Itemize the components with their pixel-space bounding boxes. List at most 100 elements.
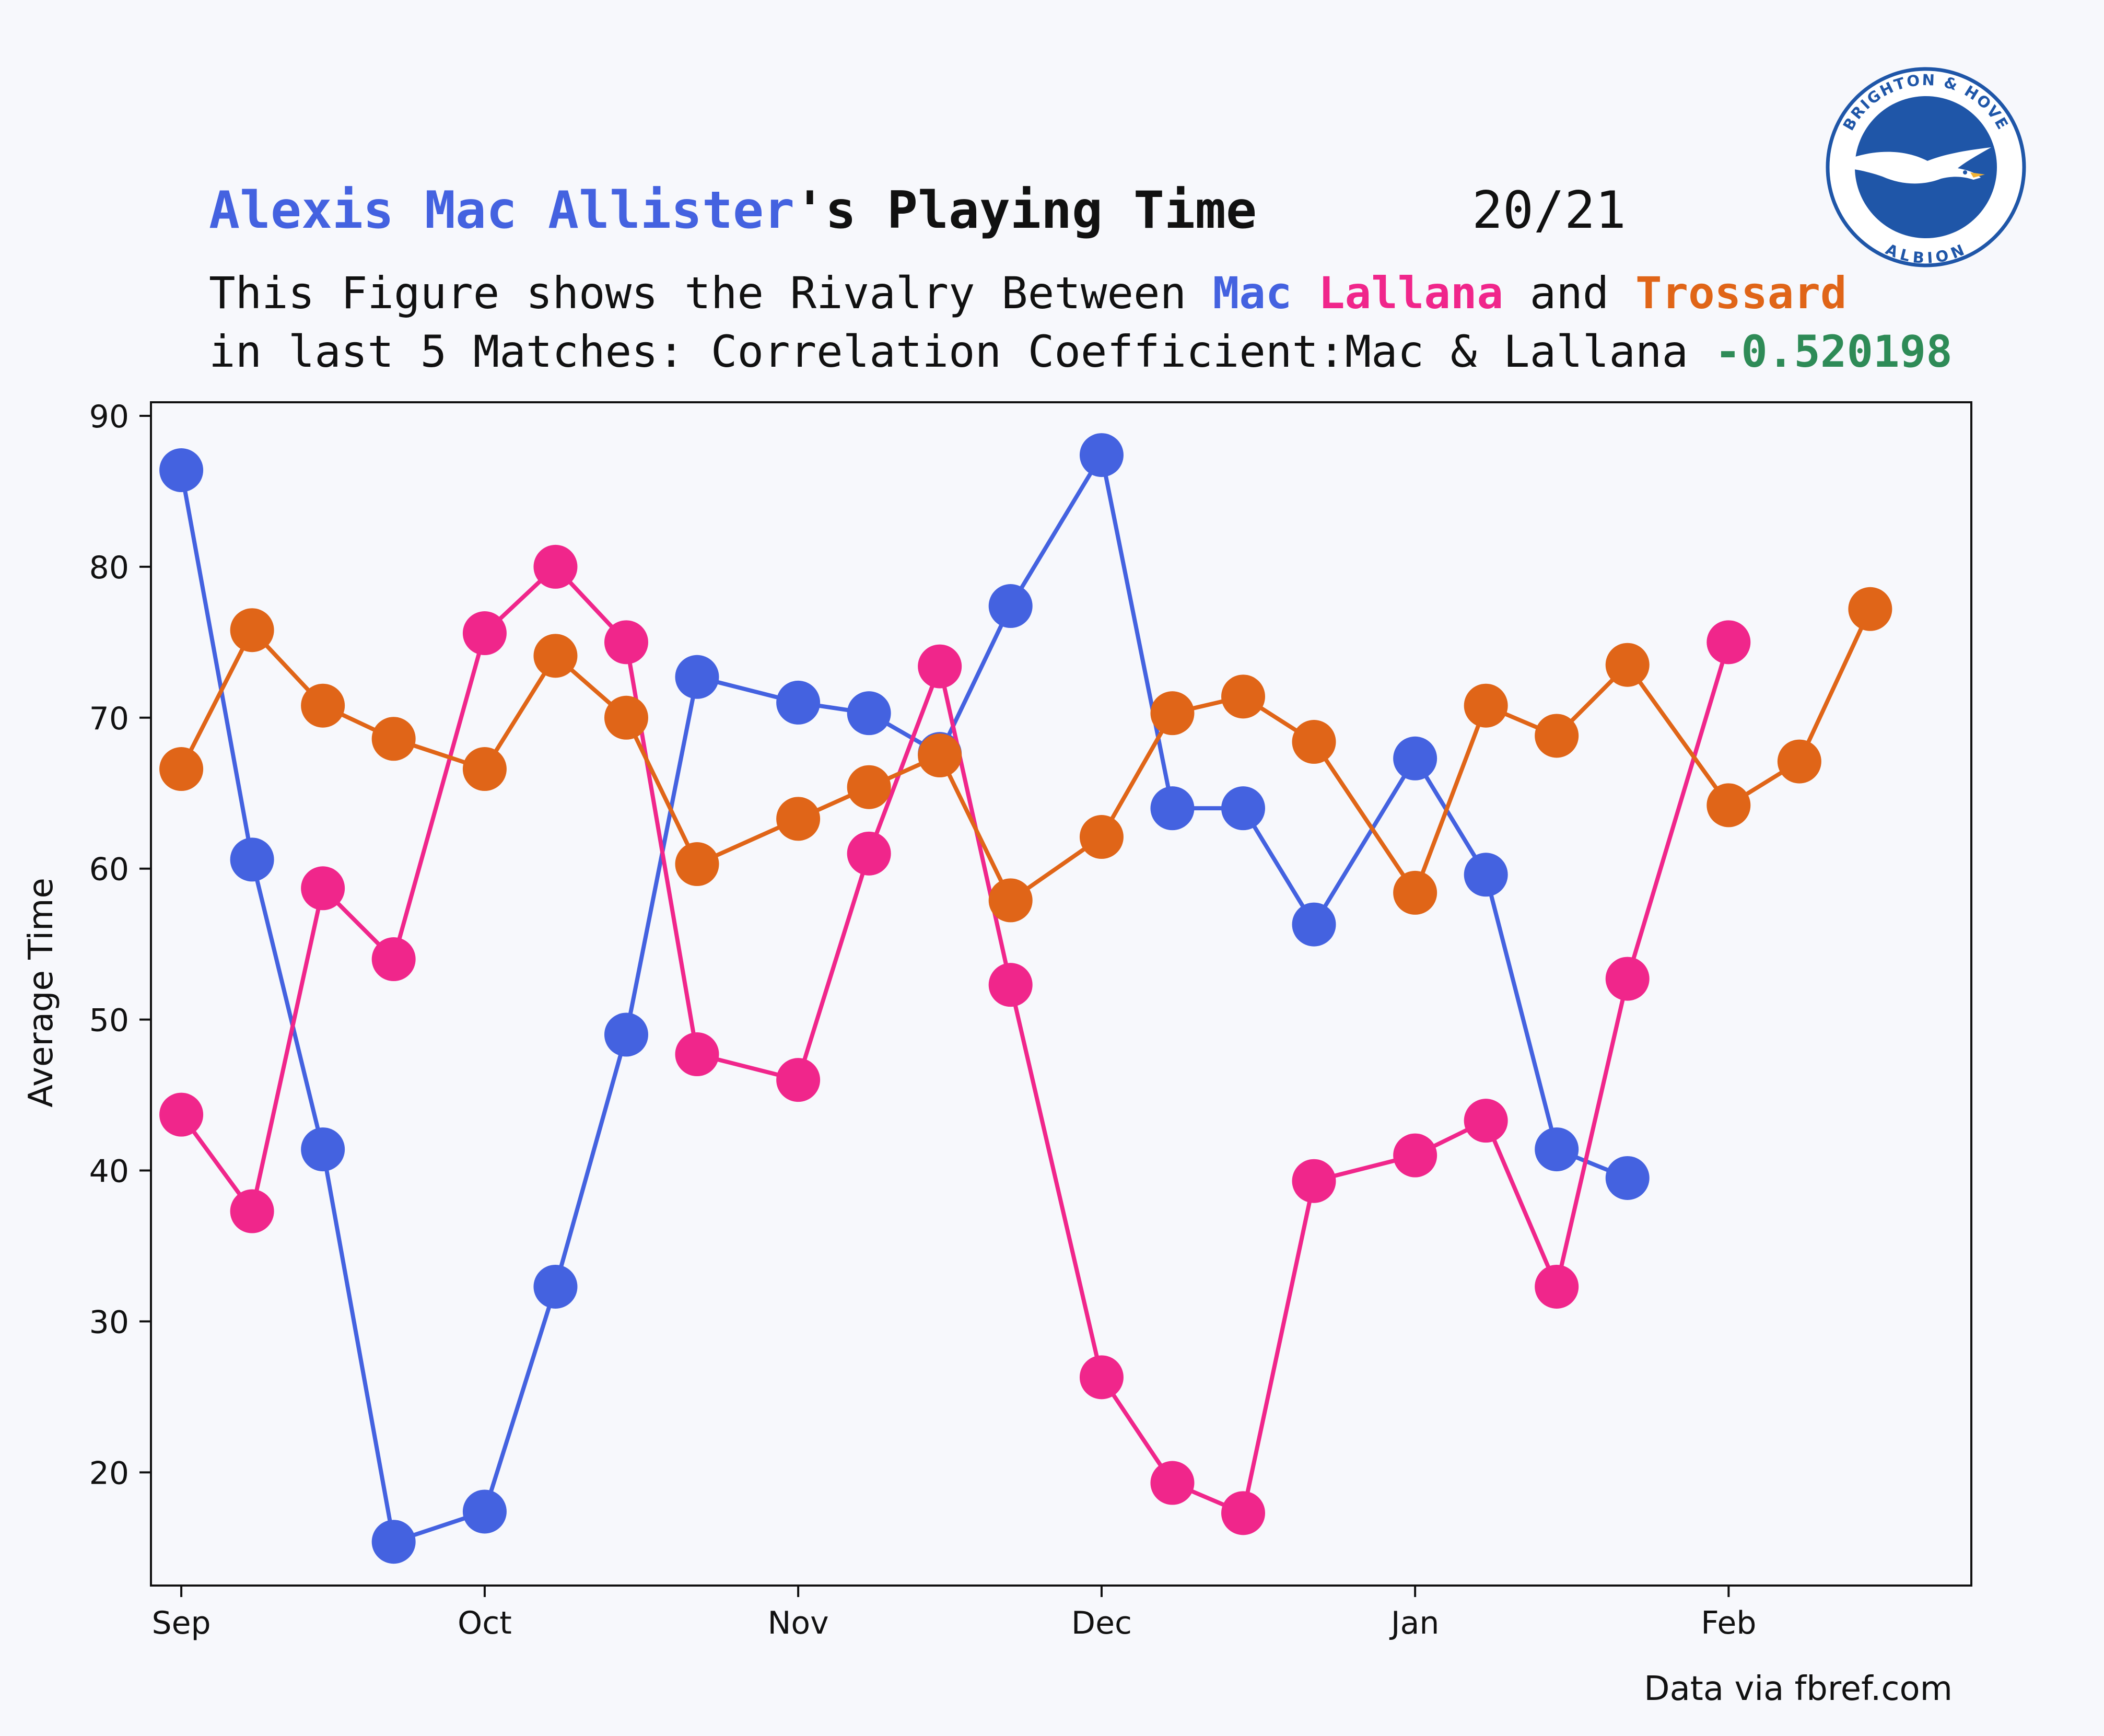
y-axis-ticks: 20 30 40 50 60 70 80 90 [89,399,151,1492]
title-player-name: Alexis Mac Allister [209,181,794,240]
data-series [159,433,1892,1564]
data-point-trossard [230,608,274,653]
data-point-lallana [988,963,1033,1007]
correlation-value: -0.520198 [1715,326,1953,377]
data-point-trossard [1221,674,1265,719]
subtitle-mac: Mac [1213,267,1292,319]
x-axis-ticks: Sep Oct Nov Dec Jan Feb [152,1586,1756,1641]
subtitle-line-1-prefix: This Figure shows the Rivalry Between [209,267,1213,319]
data-point-lallana [1221,1491,1265,1535]
x-tick-label: Jan [1389,1605,1440,1641]
data-point-mac [1535,1127,1579,1172]
data-point-mac [230,837,274,882]
data-point-trossard [371,717,416,761]
subtitle-and: and [1503,267,1635,319]
data-point-lallana [847,831,891,876]
data-point-trossard [301,683,345,728]
y-tick-label: 20 [89,1455,129,1492]
y-tick-label: 80 [89,550,129,586]
data-point-lallana [1464,1099,1508,1143]
subtitle-line-1: This Figure shows the Rivalry Between Ma… [209,267,1847,319]
y-tick-label: 50 [89,1003,129,1039]
y-tick-label: 40 [89,1154,129,1190]
chart-title: Alexis Mac Allister's Playing Time [209,181,1257,240]
data-point-trossard [1848,587,1892,631]
data-point-lallana [533,544,578,589]
data-point-trossard [462,747,507,791]
series-line-mac [179,453,1629,1544]
series-lallana [159,544,1751,1535]
data-point-mac [462,1489,507,1534]
data-point-lallana [1150,1461,1195,1505]
data-point-lallana [1292,1159,1336,1203]
data-point-lallana [159,1092,204,1137]
data-point-lallana [301,866,345,911]
data-point-lallana [776,1058,821,1102]
subtitle-space [1292,267,1318,319]
club-logo: BRIGHTON & HOVE ALBION [1826,67,2026,267]
data-point-mac [533,1264,578,1309]
data-point-lallana [1706,620,1751,665]
data-point-trossard [675,842,719,887]
x-tick-label: Dec [1071,1605,1132,1641]
data-point-trossard [1079,815,1124,859]
x-tick-label: Oct [458,1605,512,1641]
data-point-mac [1605,1156,1650,1200]
data-point-trossard [1292,720,1336,764]
x-tick-label: Sep [152,1605,211,1641]
data-point-mac [1079,433,1124,477]
data-point-mac [1292,902,1336,947]
data-point-trossard [604,695,648,740]
y-tick-label: 90 [89,399,129,435]
data-point-mac [1221,786,1265,831]
y-tick-label: 70 [89,701,129,737]
y-axis-label: Average Time [22,878,61,1108]
x-tick-label: Feb [1701,1605,1756,1641]
data-point-trossard [1464,683,1508,728]
data-point-lallana [371,937,416,982]
data-point-lallana [918,644,962,689]
data-point-lallana [675,1032,719,1077]
data-point-lallana [1079,1355,1124,1400]
data-point-trossard [1150,691,1195,736]
seagull-icon [1832,147,1991,184]
data-point-lallana [1535,1264,1579,1309]
data-point-lallana [462,611,507,656]
title-suffix: 's Playing Time [794,181,1257,240]
data-point-mac [371,1520,416,1564]
data-point-trossard [1706,783,1751,828]
data-point-mac [159,448,204,493]
data-point-mac [1393,736,1437,780]
y-tick-label: 60 [89,852,129,888]
subtitle-lallana: Lallana [1318,267,1503,319]
plot-area [150,401,1972,1587]
source-note: Data via fbref.com [1644,1670,1953,1708]
data-point-lallana [604,620,648,665]
data-point-lallana [1605,957,1650,1001]
data-point-mac [675,655,719,699]
data-point-mac [776,680,821,725]
data-point-lallana [230,1189,274,1233]
title-season: 20/21 [1472,181,1626,240]
y-tick-label: 30 [89,1304,129,1341]
data-point-trossard [918,733,962,778]
series-mac [159,433,1650,1564]
data-point-mac [847,691,891,736]
data-point-mac [301,1127,345,1172]
series-trossard [159,587,1892,923]
data-point-trossard [159,747,204,791]
data-point-mac [988,584,1033,628]
data-point-mac [1464,853,1508,897]
data-point-lallana [1393,1133,1437,1178]
data-point-mac [604,1012,648,1057]
data-point-trossard [847,765,891,809]
data-point-trossard [988,878,1033,923]
data-point-trossard [533,634,578,678]
subtitle-line-2-prefix: in last 5 Matches: Correlation Coefficie… [209,326,1715,377]
x-tick-label: Nov [768,1605,829,1641]
data-point-trossard [1777,739,1821,784]
subtitle-trossard: Trossard [1635,267,1847,319]
data-point-trossard [1605,643,1650,687]
data-point-trossard [1535,714,1579,758]
